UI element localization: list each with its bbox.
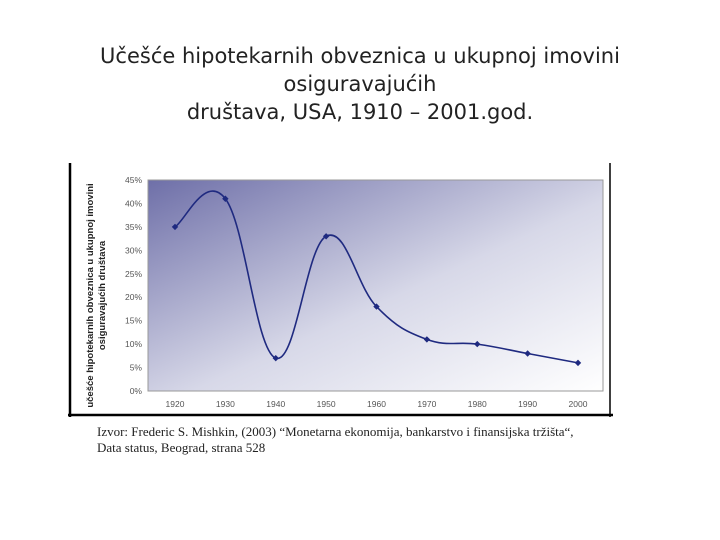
y-axis-label: učešće hipotekarnih obveznica u ukupnoj … bbox=[85, 183, 108, 407]
x-axis-ticks: 1920 1930 1940 1950 1960 1970 1980 1990 2000 bbox=[166, 399, 588, 409]
y-tick-label: 5% bbox=[130, 363, 143, 373]
y-tick-label: 10% bbox=[125, 339, 142, 349]
x-tick-label: 1920 bbox=[166, 399, 185, 409]
chart-frame: učešće hipotekarnih obveznica u ukupnoj … bbox=[68, 163, 613, 417]
data-point-marker bbox=[574, 359, 582, 367]
caption-line-1: Izvor: Frederic S. Mishkin, (2003) “Mone… bbox=[97, 424, 574, 439]
y-tick-label: 45% bbox=[125, 175, 142, 185]
y-tick-label: 25% bbox=[125, 269, 142, 279]
y-tick-label: 30% bbox=[125, 245, 142, 255]
series-line bbox=[174, 190, 579, 364]
x-tick-label: 1940 bbox=[266, 399, 285, 409]
x-tick-label: 1990 bbox=[518, 399, 537, 409]
data-point-marker bbox=[322, 233, 330, 240]
x-tick-label: 1970 bbox=[417, 399, 436, 409]
data-point-marker bbox=[222, 195, 229, 202]
source-caption: Izvor: Frederic S. Mishkin, (2003) “Mone… bbox=[97, 424, 677, 456]
data-point-marker bbox=[272, 354, 279, 362]
y-tick-label: 40% bbox=[125, 198, 142, 208]
line-chart: učešće hipotekarnih obveznica u ukupnoj … bbox=[68, 163, 613, 417]
data-point-marker bbox=[373, 303, 380, 310]
data-point-marker bbox=[423, 336, 431, 343]
title-line-2: društava, USA, 1910 – 2001.god. bbox=[186, 100, 534, 124]
x-tick-label: 1960 bbox=[367, 399, 386, 409]
data-point-marker bbox=[524, 350, 531, 357]
x-tick-label: 1930 bbox=[216, 399, 235, 409]
title-line-1: Učešće hipotekarnih obveznica u ukupnoj … bbox=[100, 44, 620, 96]
y-tick-label: 0% bbox=[130, 386, 143, 396]
y-tick-label: 15% bbox=[125, 316, 142, 326]
x-tick-label: 1950 bbox=[317, 399, 336, 409]
y-tick-label: 35% bbox=[125, 222, 142, 232]
chart-title: Učešće hipotekarnih obveznica u ukupnoj … bbox=[30, 42, 690, 126]
x-tick-label: 2000 bbox=[569, 399, 588, 409]
y-tick-label: 20% bbox=[125, 292, 142, 302]
y-axis-ticks: 0% 5% 10% 15% 20% 25% 30% 35% 40% 45% bbox=[125, 175, 142, 396]
x-tick-label: 1980 bbox=[468, 399, 487, 409]
y-axis-label-line: osiguravajućih društava bbox=[97, 240, 108, 350]
caption-line-2: Data status, Beograd, strana 528 bbox=[97, 440, 266, 455]
y-axis-label-line: učešće hipotekarnih obveznica u ukupnoj … bbox=[85, 183, 96, 407]
plot-area bbox=[147, 179, 604, 392]
